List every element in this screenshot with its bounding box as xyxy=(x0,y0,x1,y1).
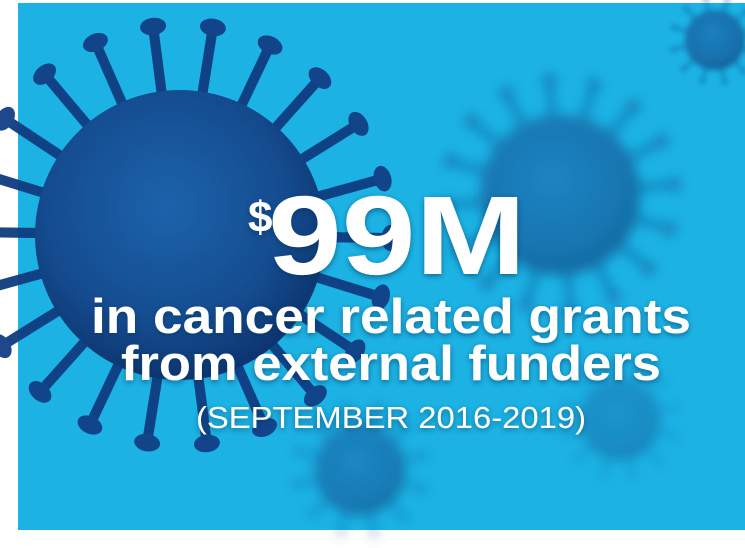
virus-body xyxy=(580,380,660,460)
virus-body xyxy=(685,10,745,70)
infographic: $ 99M in cancer related grants from exte… xyxy=(0,0,745,548)
virus-spike-head xyxy=(370,530,379,537)
headline-amount: 99M xyxy=(268,173,526,298)
subtitle-line: from external funders xyxy=(121,337,661,391)
subtitle-line: in cancer related grants xyxy=(91,290,691,344)
page: $ 99M in cancer related grants from exte… xyxy=(0,0,745,548)
virus-body xyxy=(315,425,405,515)
period: (SEPTEMBER 2016-2019) xyxy=(196,400,586,435)
